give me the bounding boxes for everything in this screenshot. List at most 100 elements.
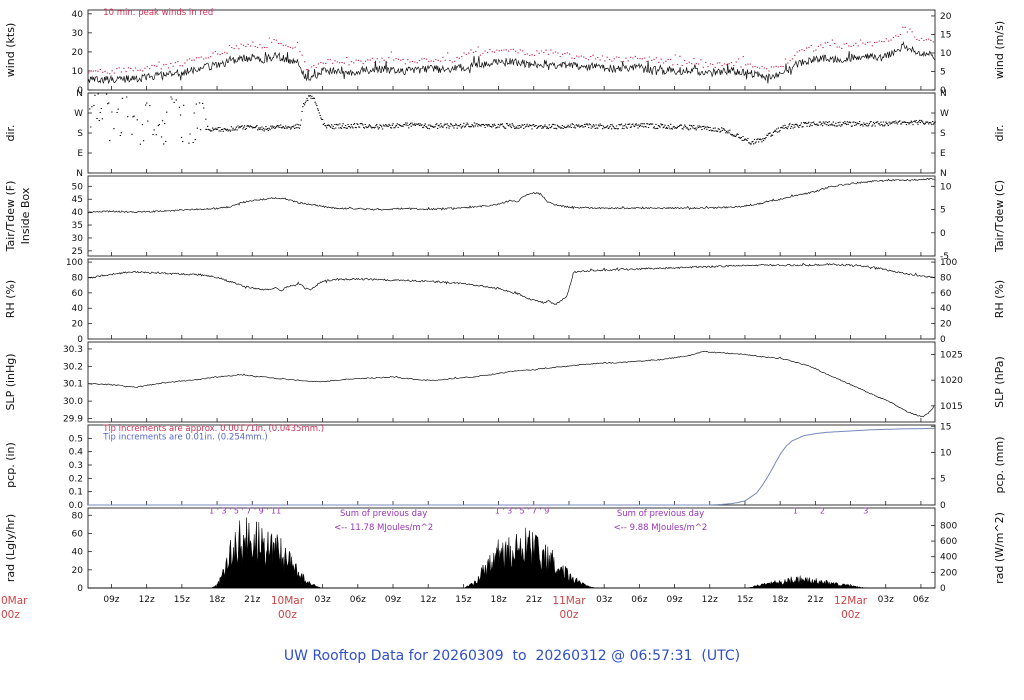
slp-ytick-left: 30.2 [63,362,83,372]
x-date-label-clipped: 0Mar [1,595,28,607]
panel-rh: 0 20 40 60 80 100 0 20 40 60 80 100 [66,258,958,345]
x-tick-label: 18z [491,595,507,605]
slp-trace [87,351,935,418]
dir-ytick-right: N [940,89,947,99]
x-tick-label: 03z [878,595,894,605]
rad-ytick-right: 600 [940,537,957,547]
rad-ytick-right: 800 [940,521,957,531]
precip-cumulative [88,427,935,506]
x-tick-label: 06z [350,595,366,605]
rad-annotation-4: 3 [863,506,868,515]
dir-ytick-left: S [77,129,83,139]
slp-ytick-right: 1020 [940,376,963,386]
rh-ytick-right: 0 [940,335,946,345]
ylabel-temp-left-2: Inside Box [19,187,32,244]
rad-annotation-6: <-- 11.78 MJoules/m^2 [334,523,433,533]
ylabel-slp-left: SLP (inHg) [4,353,17,410]
dir-ytick-right: N [940,169,947,179]
slp-ytick-right: 1025 [940,350,963,360]
solar-radiation [88,517,935,589]
rad-annotation-8: <-- 9.88 MJoules/m^2 [614,523,708,533]
ylabel-dir-right: dir. [993,124,1006,141]
temp-ytick-left: 25 [72,247,83,257]
rh-ytick-right: 60 [940,289,952,299]
ylabel-wind-left: wind (kts) [4,23,17,78]
pcp-ytick-right: 10 [940,449,952,459]
dir-early-scatter [89,93,207,145]
rh-ytick-right: 80 [940,273,952,283]
x-tick-label: 06z [913,595,929,605]
pcp-ytick-right: 15 [940,422,951,432]
ylabel-rad-right: rad (W/m^2) [993,512,1006,584]
panel-pcp: 0.0 0.1 0.2 0.3 0.4 0.5 0 5 10 15 Tip increments a… [69,422,952,511]
temp-ytick-left: 35 [72,221,83,231]
rh-ytick-left: 40 [72,304,84,314]
x-tick-label: 15z [455,595,471,605]
panel-slp: 29.9 30.0 30.1 30.2 30.3 1015 1020 1025 [63,341,963,425]
dir-ytick-right: S [940,129,946,139]
pcp-ytick-right: 0 [940,501,946,511]
slp-ytick-left: 30.1 [63,380,83,390]
dir-ytick-left: N [76,169,83,179]
x-tick-label: 12z [139,595,155,605]
x-tick-label: 21z [807,595,823,605]
pcp-ytick-left: 0.4 [69,448,84,458]
x-tick-label: 09z [103,595,119,605]
wind-ytick-left: 20 [72,48,84,58]
dir-ytick-right: E [940,149,946,159]
pcp-ytick-left: 0.3 [69,461,83,471]
rad-annotation-1: 1 ' 3 ' 5 ' 7 ' 9 [495,506,550,515]
rad-annotation-5: Sum of previous day [340,509,427,519]
x-tick-label: 09z [666,595,682,605]
ylabel-wind-right: wind (m/s) [993,21,1006,79]
mean-wind [87,40,935,85]
ylabel-temp-left: Tair/Tdew (F) [4,181,17,253]
slp-ytick-left: 30.0 [63,397,83,407]
dir-ytick-left: E [77,149,83,159]
x-tick-label: 15z [737,595,753,605]
ylabel-rh-right: RH (%) [993,280,1006,318]
tair-trace [88,177,935,214]
pcp-ytick-left: 0.1 [69,488,83,498]
peak-wind-10min [88,26,934,75]
dir-ytick-right: W [940,109,949,119]
x-tick-label: 21z [244,595,260,605]
rad-ytick-right: 400 [940,553,957,563]
x-tick-label: 21z [526,595,542,605]
rad-ytick-left: 80 [72,511,84,521]
x-date-label: 00z [278,609,297,621]
x-tick-label: 09z [385,595,401,605]
dir-ytick-left: W [74,109,83,119]
rad-annotation-7: Sum of previous day [617,509,704,519]
wind-ytick-right: 0 [940,86,946,96]
x-date-label: 00z [560,609,579,621]
x-tick-label: 18z [209,595,225,605]
temp-ytick-right: 5 [940,206,946,216]
ylabel-dir-left: dir. [4,124,17,141]
ylabel-slp-right: SLP (hPa) [993,356,1006,408]
x-date-label-clipped: 00z [1,609,20,621]
ylabel-pcp-right: pcp. (mm) [993,436,1006,493]
x-tick-label: 03z [315,595,331,605]
pcp-ytick-left: 0.0 [69,501,84,511]
wind-frame [87,9,936,91]
dir-scatter [205,95,936,145]
pcp-ytick-left: 0.2 [69,474,83,484]
x-tick-label: 18z [772,595,788,605]
pcp-annotation-0: Tip increments are approx. 0.00171in. (0… [102,424,324,434]
rh-trace [88,262,935,305]
slp-frame [87,341,936,423]
wind-ytick-left: 10 [72,67,84,77]
pcp-ytick-left: 0.5 [69,434,83,444]
wind-ytick-left: 30 [72,29,84,39]
rh-ytick-left: 0 [77,335,83,345]
wind-ytick-left: 40 [72,10,84,20]
rh-ytick-left: 60 [72,289,84,299]
x-tick-label: 06z [631,595,647,605]
temp-ytick-left: 30 [72,234,84,244]
plot-title: UW Rooftop Data for 20260309 to 20260312… [283,648,741,664]
x-tick-label: 12z [702,595,718,605]
